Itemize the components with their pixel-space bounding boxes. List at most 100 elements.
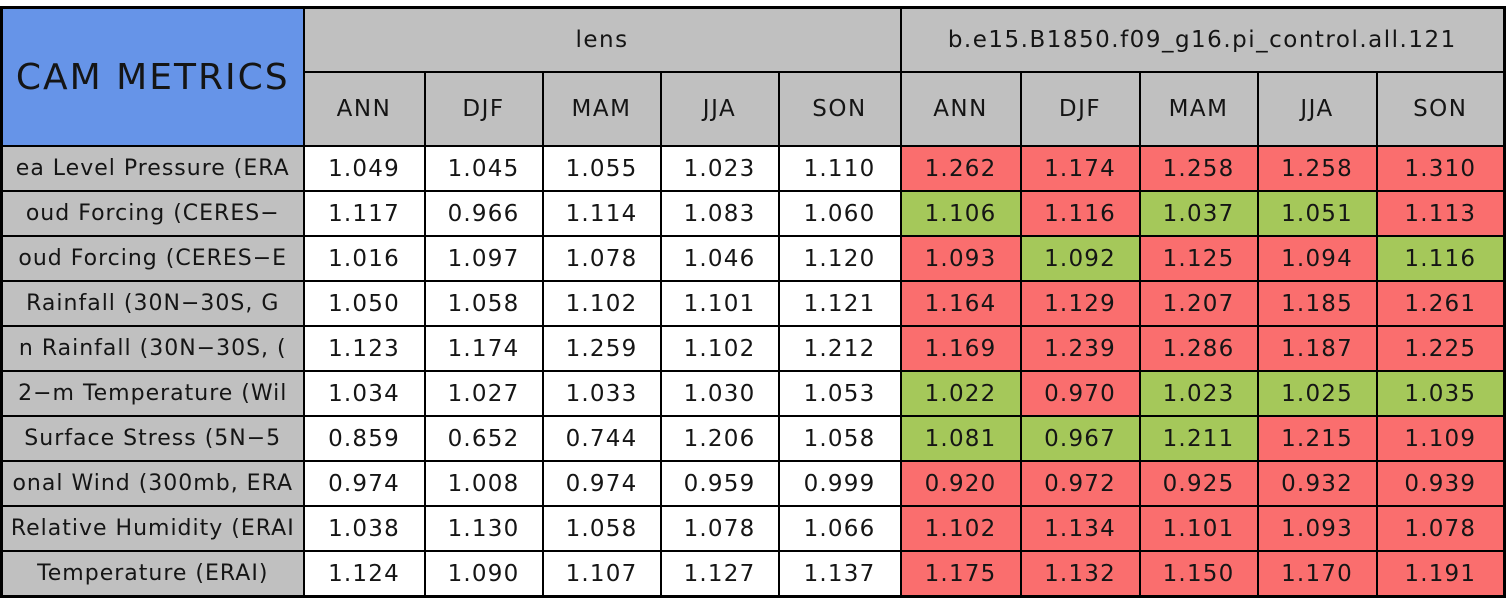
metric-value-control: 1.207: [1138, 280, 1259, 327]
metric-value-control: 1.258: [1256, 145, 1378, 192]
metric-value-lens: 1.045: [423, 145, 544, 192]
metric-value-lens: 1.034: [302, 370, 426, 417]
season-header-control-ann: ANN: [899, 71, 1022, 147]
metric-value-lens: 0.974: [541, 460, 662, 507]
metric-value-control: 1.023: [1138, 370, 1259, 417]
metric-value-lens: 0.974: [302, 460, 426, 507]
metric-value-lens: 1.102: [541, 280, 662, 327]
metric-value-lens: 1.121: [777, 280, 902, 327]
metric-value-control: 1.116: [1375, 235, 1506, 282]
metric-value-lens: 1.023: [659, 145, 780, 192]
metric-value-lens: 1.066: [777, 505, 902, 552]
metric-value-lens: 1.058: [541, 505, 662, 552]
metric-value-lens: 1.120: [777, 235, 902, 282]
metric-value-control: 1.094: [1256, 235, 1378, 282]
metric-value-lens: 1.038: [302, 505, 426, 552]
metric-value-lens: 1.049: [302, 145, 426, 192]
metric-value-control: 0.920: [899, 460, 1022, 507]
metric-value-control: 1.239: [1019, 325, 1141, 372]
metric-value-control: 1.116: [1019, 190, 1141, 237]
metric-value-lens: 0.744: [541, 415, 662, 462]
metric-value-control: 1.185: [1256, 280, 1378, 327]
metric-value-control: 1.170: [1256, 550, 1378, 598]
metric-value-control: 1.191: [1375, 550, 1506, 598]
row-label: Relative Humidity (ERAI: [0, 505, 305, 552]
row-label: onal Wind (300mb, ERA: [0, 460, 305, 507]
season-header-control-jja: JJA: [1256, 71, 1378, 147]
metric-row: oud Forcing (CERES− 1.117 0.966 1.114 1.083…: [0, 190, 1506, 237]
metric-row: 2−m Temperature (Wil 1.034 1.027 1.033 1.03…: [0, 370, 1506, 417]
metric-value-lens: 1.060: [777, 190, 902, 237]
cam-metrics-table: CAM METRICS lens b.e15.B1850.f09_g16.pi_…: [0, 6, 1507, 598]
metric-value-lens: 1.078: [659, 505, 780, 552]
metric-value-lens: 1.130: [423, 505, 544, 552]
metric-value-lens: 1.259: [541, 325, 662, 372]
metric-value-lens: 1.030: [659, 370, 780, 417]
metric-value-lens: 1.078: [541, 235, 662, 282]
metric-value-control: 1.286: [1138, 325, 1259, 372]
metric-value-control: 1.262: [899, 145, 1022, 192]
metric-value-lens: 1.137: [777, 550, 902, 598]
metric-value-control: 1.164: [899, 280, 1022, 327]
metric-row: oud Forcing (CERES−E 1.016 1.097 1.078 1.04…: [0, 235, 1506, 282]
metric-value-control: 1.051: [1256, 190, 1378, 237]
metric-value-lens: 0.859: [302, 415, 426, 462]
group-header-control-run: b.e15.B1850.f09_g16.pi_control.all.121: [899, 6, 1506, 73]
metric-value-lens: 1.107: [541, 550, 662, 598]
metric-value-control: 1.113: [1375, 190, 1506, 237]
metric-value-lens: 1.058: [423, 280, 544, 327]
metric-value-control: 1.022: [899, 370, 1022, 417]
metric-value-lens: 1.053: [777, 370, 902, 417]
metric-value-control: 1.078: [1375, 505, 1506, 552]
metric-value-control: 1.215: [1256, 415, 1378, 462]
metric-value-control: 0.970: [1019, 370, 1141, 417]
metric-value-control: 0.932: [1256, 460, 1378, 507]
metric-value-control: 1.109: [1375, 415, 1506, 462]
metric-value-control: 1.092: [1019, 235, 1141, 282]
metric-value-control: 1.106: [899, 190, 1022, 237]
group-header-lens: lens: [302, 6, 902, 73]
metric-value-control: 1.101: [1138, 505, 1259, 552]
metric-value-lens: 0.966: [423, 190, 544, 237]
metric-value-lens: 1.101: [659, 280, 780, 327]
metric-value-lens: 1.027: [423, 370, 544, 417]
metric-value-control: 1.225: [1375, 325, 1506, 372]
metric-row: Temperature (ERAI) 1.124 1.090 1.107 1.127 1…: [0, 550, 1506, 598]
metric-value-control: 1.025: [1256, 370, 1378, 417]
season-header-control-mam: MAM: [1138, 71, 1259, 147]
metric-value-lens: 1.055: [541, 145, 662, 192]
metric-value-lens: 1.110: [777, 145, 902, 192]
metric-row: Relative Humidity (ERAI 1.038 1.130 1.058 1…: [0, 505, 1506, 552]
metric-value-control: 1.037: [1138, 190, 1259, 237]
metric-value-control: 0.967: [1019, 415, 1141, 462]
metric-value-lens: 1.212: [777, 325, 902, 372]
metric-value-control: 0.925: [1138, 460, 1259, 507]
metric-value-control: 1.174: [1019, 145, 1141, 192]
metric-value-control: 1.169: [899, 325, 1022, 372]
metric-value-lens: 1.008: [423, 460, 544, 507]
metric-row: n Rainfall (30N−30S, ( 1.123 1.174 1.259 1.…: [0, 325, 1506, 372]
season-header-lens-ann: ANN: [302, 71, 426, 147]
metric-row: Rainfall (30N−30S, G 1.050 1.058 1.102 1.10…: [0, 280, 1506, 327]
metric-value-lens: 1.058: [777, 415, 902, 462]
metric-value-control: 1.134: [1019, 505, 1141, 552]
season-header-lens-son: SON: [777, 71, 902, 147]
season-header-lens-djf: DJF: [423, 71, 544, 147]
metric-value-lens: 1.123: [302, 325, 426, 372]
metric-value-control: 1.081: [899, 415, 1022, 462]
metric-value-control: 1.150: [1138, 550, 1259, 598]
metric-value-control: 0.972: [1019, 460, 1141, 507]
metric-value-lens: 0.652: [423, 415, 544, 462]
metric-value-lens: 0.959: [659, 460, 780, 507]
metric-value-lens: 0.999: [777, 460, 902, 507]
season-header-lens-mam: MAM: [541, 71, 662, 147]
metric-value-lens: 1.016: [302, 235, 426, 282]
metric-value-lens: 1.174: [423, 325, 544, 372]
metric-row: onal Wind (300mb, ERA 0.974 1.008 0.974 0.9…: [0, 460, 1506, 507]
metric-value-control: 1.258: [1138, 145, 1259, 192]
season-header-control-son: SON: [1375, 71, 1506, 147]
metric-value-lens: 1.083: [659, 190, 780, 237]
season-header-lens-jja: JJA: [659, 71, 780, 147]
metric-value-control: 1.093: [899, 235, 1022, 282]
metric-row: ea Level Pressure (ERA 1.049 1.045 1.055 1.…: [0, 145, 1506, 192]
